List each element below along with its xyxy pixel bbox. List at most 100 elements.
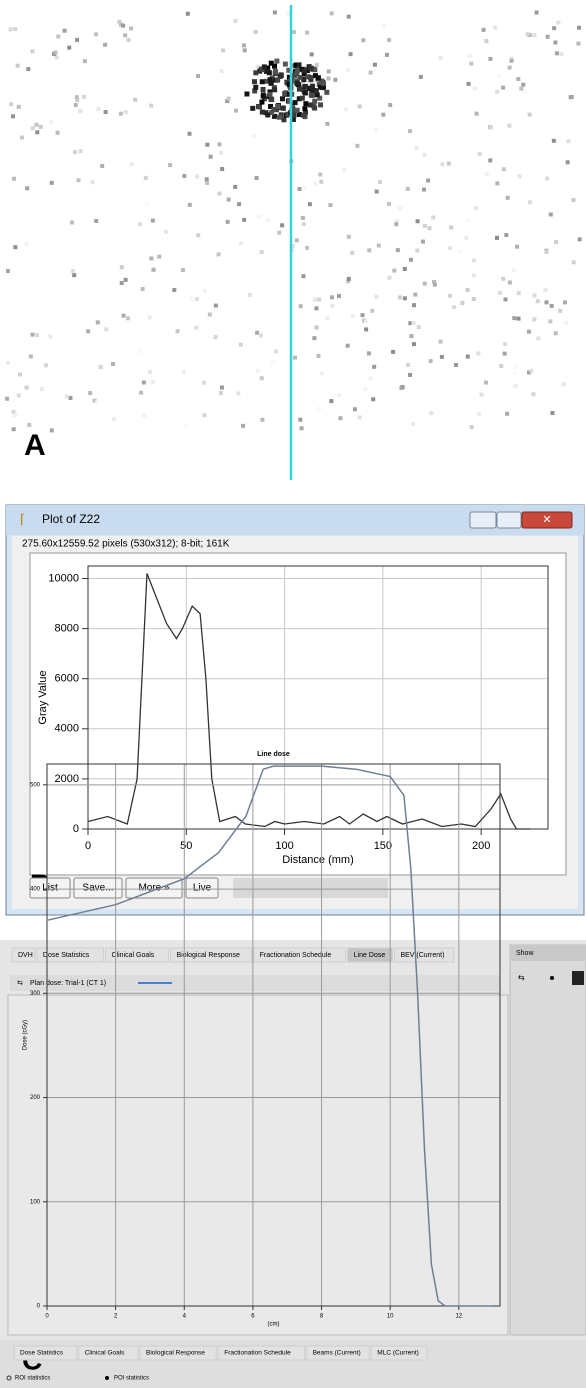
dot [256, 369, 261, 374]
dot [252, 79, 258, 85]
tab[interactable] [105, 947, 169, 963]
dot [402, 266, 407, 271]
dot [317, 297, 322, 302]
dot [326, 76, 331, 81]
dot [408, 129, 413, 134]
tab[interactable] [306, 1345, 370, 1361]
dot [532, 317, 537, 322]
dot [488, 56, 493, 61]
plan-bar [10, 975, 500, 991]
tab[interactable] [13, 1345, 78, 1361]
dot [529, 368, 534, 373]
tab[interactable] [36, 947, 105, 963]
dot [544, 249, 549, 254]
stat-option[interactable]: POI statistics [114, 1376, 149, 1382]
dot [49, 428, 54, 433]
dot [325, 316, 330, 321]
button[interactable] [29, 877, 71, 899]
tab-label[interactable]: Dose Statistics [20, 1350, 64, 1357]
tab[interactable] [11, 947, 36, 963]
button-label[interactable]: List [42, 883, 58, 894]
dot [495, 89, 500, 94]
tab-label[interactable]: Biological Response [176, 952, 240, 959]
dot [216, 252, 221, 257]
dot [286, 67, 292, 73]
dot [387, 275, 392, 280]
dot [81, 94, 86, 99]
close-button[interactable] [521, 511, 573, 529]
dot [392, 268, 397, 273]
dot [28, 354, 33, 359]
tab-label[interactable]: Beams (Current) [313, 1350, 361, 1357]
dot [577, 25, 582, 30]
tab[interactable] [217, 1345, 306, 1361]
dot [242, 48, 247, 53]
button[interactable] [73, 877, 123, 899]
dot [361, 38, 366, 43]
dot [75, 37, 80, 42]
dot [387, 38, 392, 43]
dot [488, 125, 493, 130]
tab[interactable] [370, 1345, 428, 1361]
dot [221, 48, 226, 53]
dot [559, 52, 564, 57]
dot [314, 325, 319, 330]
tab-label[interactable]: Dose Statistics [43, 952, 90, 959]
tab-label[interactable]: Clinical Goals [112, 952, 155, 959]
dot [238, 342, 243, 347]
button[interactable] [185, 877, 219, 899]
dot [440, 162, 445, 167]
dot [447, 293, 452, 298]
dot [118, 111, 123, 116]
tab[interactable] [78, 1345, 139, 1361]
dot [292, 100, 298, 106]
tab-label[interactable]: Biological Response [146, 1350, 205, 1357]
tab-label[interactable]: BEV (Current) [400, 952, 444, 959]
tab[interactable] [139, 1345, 217, 1361]
tab-label[interactable]: Fractionation Schedule [224, 1350, 291, 1357]
dot [413, 292, 418, 297]
button-label[interactable]: Save... [82, 883, 113, 894]
dot [30, 126, 35, 131]
x-tick-label: 10 [387, 1314, 394, 1320]
tab[interactable] [169, 947, 253, 963]
radio[interactable] [105, 1376, 109, 1380]
x-tick-label: 2 [114, 1314, 118, 1320]
dot [293, 62, 299, 68]
dot [205, 142, 210, 147]
button-label[interactable]: More » [138, 883, 170, 894]
tab-label[interactable]: DVH [18, 952, 33, 959]
tab[interactable] [253, 947, 347, 963]
dot [391, 349, 396, 354]
tab[interactable] [393, 947, 455, 963]
tab[interactable] [347, 947, 393, 963]
maximize-button[interactable] [496, 511, 522, 529]
dot [292, 30, 297, 35]
dot [259, 67, 265, 73]
button[interactable] [125, 877, 183, 899]
dot [253, 29, 258, 34]
dot [8, 27, 13, 32]
dot [213, 303, 218, 308]
dot [519, 86, 524, 91]
button-label[interactable]: Live [193, 883, 212, 894]
dot [313, 181, 318, 186]
stat-option[interactable]: ROI statistics [15, 1376, 50, 1382]
dot [321, 84, 327, 90]
dot [460, 301, 465, 306]
minimize-button[interactable] [469, 511, 497, 529]
tab-label[interactable]: Fractionation Schedule [260, 952, 332, 959]
dot [274, 58, 280, 64]
dot [24, 385, 29, 390]
dot [268, 80, 274, 86]
x-tick-label: 12 [455, 1314, 462, 1320]
tab-label[interactable]: Line Dose [354, 952, 386, 959]
dot [280, 223, 285, 228]
tab-label[interactable]: MLC (Current) [377, 1350, 419, 1357]
radio[interactable] [6, 1375, 12, 1381]
dot [297, 74, 303, 80]
dot [368, 376, 373, 381]
tab-label[interactable]: Clinical Goals [85, 1350, 125, 1357]
dot [103, 42, 108, 47]
